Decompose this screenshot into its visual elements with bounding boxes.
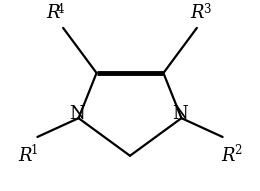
Text: R: R (221, 147, 235, 165)
Text: N: N (69, 105, 85, 123)
Text: R: R (18, 147, 31, 165)
Text: R: R (46, 4, 60, 22)
Text: 2: 2 (234, 144, 242, 157)
Text: R: R (190, 4, 204, 22)
Text: 4: 4 (57, 2, 64, 15)
Text: N: N (172, 105, 188, 123)
Text: 1: 1 (31, 144, 38, 157)
Text: 3: 3 (203, 2, 211, 15)
